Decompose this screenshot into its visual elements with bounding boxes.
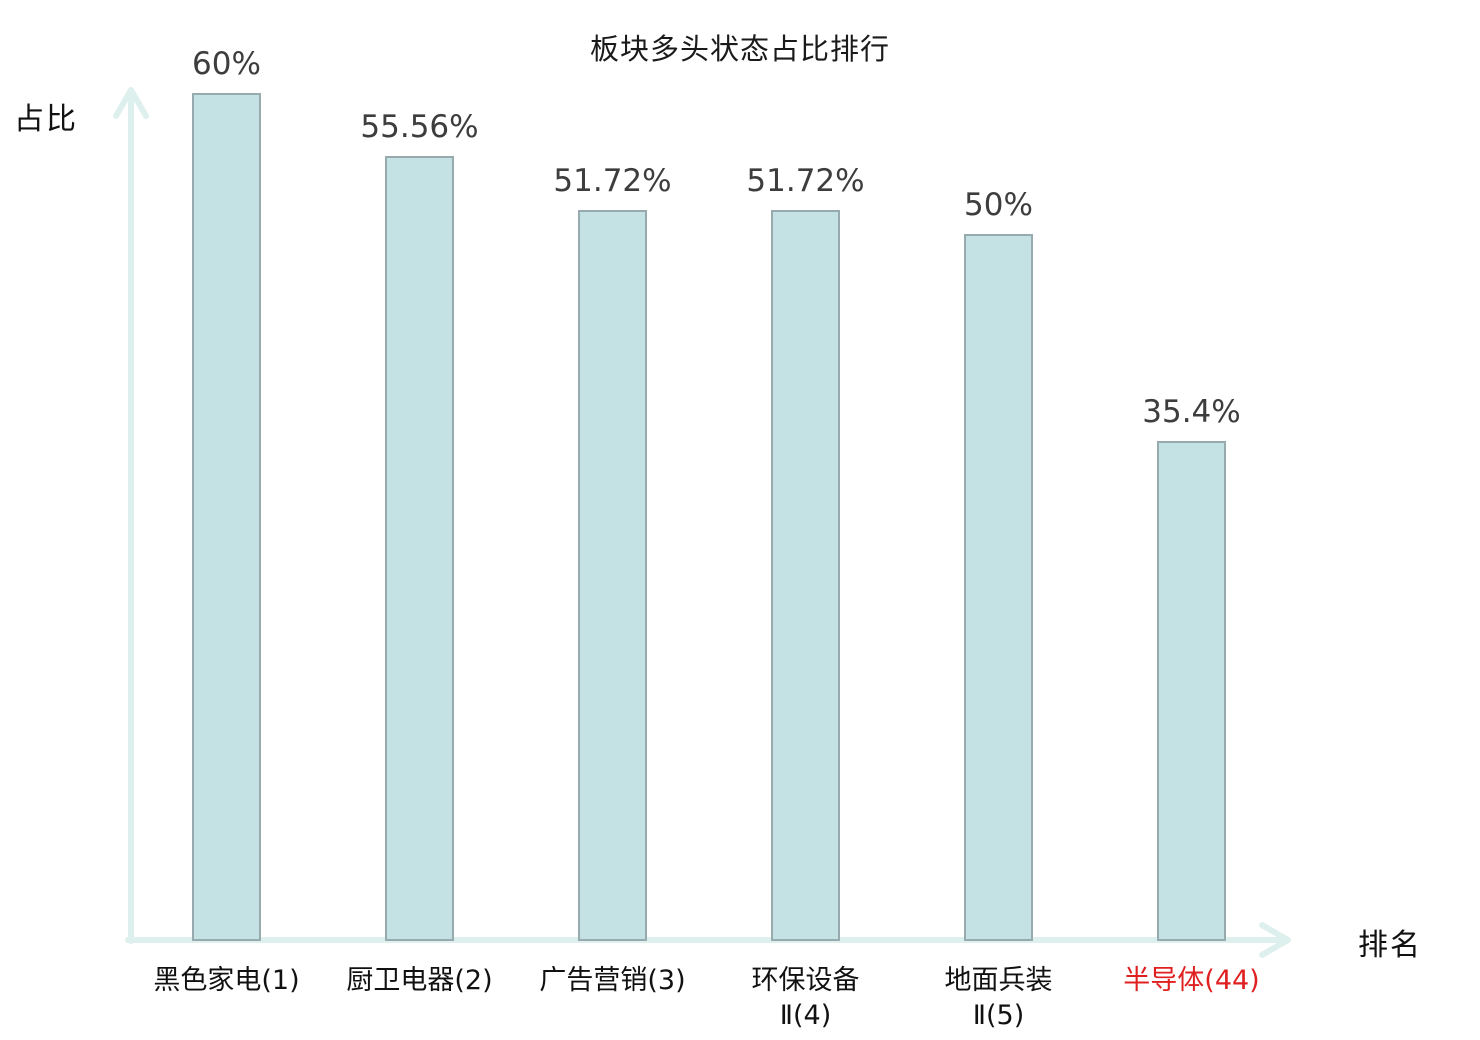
category-label: 半导体(44) <box>1123 965 1260 996</box>
chart-title: 板块多头状态占比排行 <box>589 32 890 66</box>
bar <box>578 210 647 941</box>
bar <box>1157 441 1226 941</box>
bar-value-label: 51.72% <box>746 163 865 199</box>
bar <box>771 210 840 941</box>
x-axis-arrow-icon <box>1259 922 1291 958</box>
category-label: 地面兵装 Ⅱ(5) <box>944 965 1053 1031</box>
bar-value-label: 35.4% <box>1142 394 1241 430</box>
category-label: 广告营销(3) <box>539 965 686 996</box>
bar-value-label: 55.56% <box>360 109 479 145</box>
bar <box>964 234 1033 941</box>
y-axis-label: 占比 <box>14 102 78 137</box>
bar-value-label: 50% <box>964 187 1033 223</box>
x-axis-label: 排名 <box>1358 928 1422 963</box>
bar <box>192 93 261 941</box>
bar-value-label: 51.72% <box>553 163 672 199</box>
y-axis-arrow-icon <box>113 87 149 119</box>
category-label: 厨卫电器(2) <box>346 965 493 996</box>
bar-value-label: 60% <box>192 46 261 82</box>
category-label: 环保设备 Ⅱ(4) <box>751 965 860 1031</box>
category-label: 黑色家电(1) <box>153 965 300 996</box>
bar <box>385 156 454 941</box>
